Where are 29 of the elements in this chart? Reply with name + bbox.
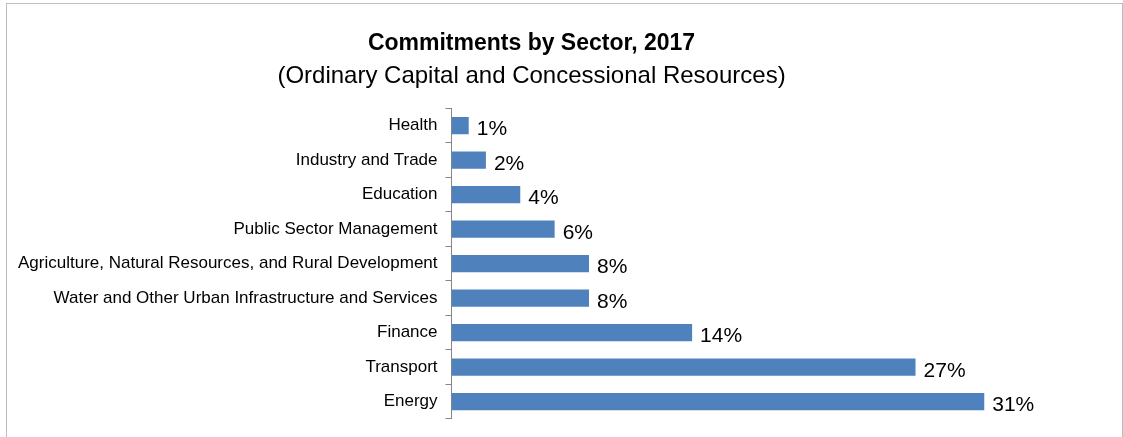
bar (451, 392, 985, 411)
y-tick-label: Health (388, 115, 438, 135)
y-tick-label: Finance (377, 322, 438, 342)
y-tick-label: Agriculture, Natural Resources, and Rural Development (18, 253, 438, 273)
bar (451, 289, 590, 307)
y-tick-label: Education (361, 184, 438, 204)
data-label: 8% (597, 254, 628, 278)
data-label: 8% (597, 288, 628, 312)
data-label: 6% (562, 219, 593, 243)
data-label: 27% (923, 357, 966, 381)
y-tick-label: Public Sector Management (233, 218, 438, 238)
bar (451, 323, 693, 342)
bar (451, 358, 916, 376)
data-label: 4% (528, 185, 559, 209)
bar (451, 151, 486, 169)
y-tick-label: Energy (383, 391, 439, 411)
y-tick-label: Industry and Trade (295, 149, 438, 169)
y-tick-label: Water and Other Urban Infrastructure and Services (53, 287, 438, 307)
chart-title: Commitments by Sector, 2017 (367, 29, 696, 56)
y-tick-label: Transport (365, 356, 438, 376)
chart-subtitle: (Ordinary Capital and Concessional Resources) (277, 60, 786, 88)
bar (451, 220, 555, 238)
data-label: 2% (493, 150, 525, 174)
bar (451, 117, 469, 135)
bar (451, 186, 521, 204)
bar (451, 254, 590, 273)
data-label: 14% (700, 323, 743, 347)
data-label: 31% (992, 392, 1035, 416)
data-label: 1% (476, 116, 508, 140)
